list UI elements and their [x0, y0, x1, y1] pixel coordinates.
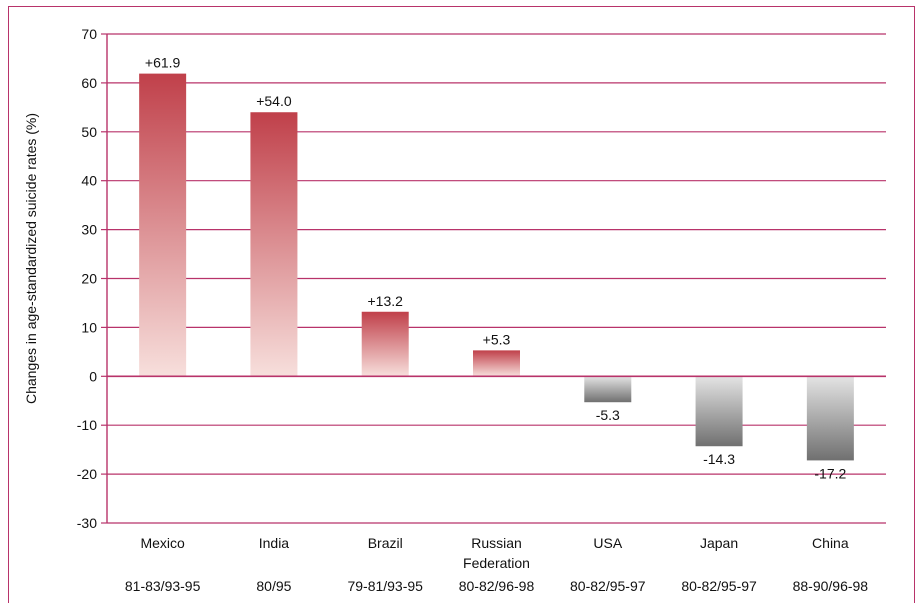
x-period-label: 80-82/96-98	[459, 578, 535, 594]
y-tick-label: 50	[81, 124, 97, 140]
bar-brazil	[361, 311, 409, 377]
data-label: +5.3	[483, 331, 511, 347]
y-tick-label: 60	[81, 75, 97, 91]
x-period-label: 80-82/95-97	[681, 578, 757, 594]
x-period-label: 79-81/93-95	[347, 578, 423, 594]
chart-frame	[8, 6, 915, 603]
bar-china	[806, 376, 854, 461]
x-period-label: 81-83/93-95	[125, 578, 201, 594]
labels: 70 60 50 40 30 20 10 0 -10 -20 -30 +61.9 Mexico 81-83…	[77, 26, 869, 594]
y-axis-label: Changes in age-standardized suicide rate…	[23, 113, 39, 404]
y-tick-label: 70	[81, 26, 97, 42]
bars	[139, 73, 854, 461]
x-tick-label: Russian	[471, 535, 522, 551]
y-tick-label: 10	[81, 319, 97, 335]
data-label: +13.2	[367, 293, 403, 309]
bar-india	[250, 112, 298, 377]
bar-russian-federation	[473, 350, 520, 377]
y-tick-label: -10	[77, 417, 97, 433]
x-period-label: 80/95	[256, 578, 291, 594]
x-tick-label: Japan	[700, 535, 738, 551]
x-period-label: 88-90/96-98	[793, 578, 869, 594]
x-tick-label: Brazil	[368, 535, 403, 551]
x-tick-label: China	[812, 535, 849, 551]
bar-japan	[695, 376, 743, 447]
bar-mexico	[139, 73, 187, 377]
data-label: -14.3	[703, 451, 735, 467]
x-tick-label: Mexico	[140, 535, 185, 551]
axes	[106, 34, 886, 523]
y-tick-label: 40	[81, 173, 97, 189]
y-tick-label: 0	[89, 368, 97, 384]
y-tick-label: 20	[81, 271, 97, 287]
data-label: -5.3	[596, 407, 620, 423]
y-tick-label: 30	[81, 222, 97, 238]
y-tick-label: -30	[77, 515, 97, 531]
x-period-label: 80-82/95-97	[570, 578, 646, 594]
data-label: +54.0	[256, 93, 292, 109]
bar-usa	[584, 376, 632, 403]
x-tick-label: Federation	[463, 555, 530, 571]
data-label: -17.2	[814, 465, 846, 481]
y-tick-label: -20	[77, 466, 97, 482]
x-tick-label: USA	[593, 535, 622, 551]
x-tick-label: India	[259, 535, 290, 551]
data-label: +61.9	[145, 55, 181, 71]
gridlines	[101, 33, 886, 524]
